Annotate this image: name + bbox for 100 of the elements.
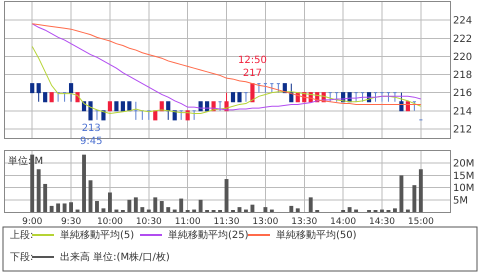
candlestick <box>230 92 236 102</box>
bar <box>69 202 74 212</box>
y-tick-label: 224 <box>453 16 472 27</box>
annotation: 12:50 217 <box>238 55 267 79</box>
bar <box>263 207 268 212</box>
bar <box>43 184 48 212</box>
bar <box>179 198 184 212</box>
bar <box>127 200 132 212</box>
line-series <box>32 46 422 114</box>
y-tick-label: 218 <box>453 70 472 82</box>
legend-title: 下段: <box>10 251 34 263</box>
bar <box>160 201 164 212</box>
x-tick-label: 11:00 <box>174 216 201 227</box>
candlestick <box>62 92 67 102</box>
x-tick-label: 15:00 <box>408 216 434 227</box>
bar <box>82 154 86 212</box>
candlestick <box>218 101 222 112</box>
candlestick <box>36 83 41 102</box>
bar <box>140 207 144 212</box>
candlestick <box>56 92 60 102</box>
bar <box>348 207 352 212</box>
candlestick <box>30 83 34 94</box>
annotation: 単位: M <box>8 155 44 167</box>
bar <box>224 179 228 212</box>
x-tick-label: 9:30 <box>60 216 82 227</box>
bar <box>95 201 99 212</box>
candlestick <box>380 92 384 102</box>
y-tick-label: 216 <box>453 88 472 100</box>
bar <box>36 169 41 212</box>
candlestick <box>68 83 74 102</box>
candlestick <box>289 83 294 102</box>
bar <box>56 203 60 212</box>
y-tick-label: 220 <box>453 52 472 63</box>
candlestick <box>399 92 404 112</box>
legend-label: 出来高 単位:(M株/口/枚) <box>60 251 170 263</box>
bar <box>289 206 294 212</box>
candlestick <box>373 92 378 102</box>
candlestick <box>94 110 100 120</box>
candlestick <box>146 110 151 120</box>
candlestick <box>108 101 112 112</box>
y-tick-label: 222 <box>453 34 472 45</box>
x-tick-label: 14:00 <box>330 216 356 227</box>
x-tick-label: 13:00 <box>252 216 279 227</box>
candlestick <box>192 110 196 120</box>
candlestick <box>134 101 138 120</box>
bar <box>238 207 242 212</box>
candlestick <box>263 83 268 94</box>
legend-label: 単純移動平均(50) <box>276 229 357 241</box>
bar <box>88 180 92 212</box>
bar <box>102 208 106 212</box>
candlestick <box>270 83 274 94</box>
annotation: 213 9:45 <box>80 123 102 147</box>
bar <box>108 192 112 212</box>
legend-title: 上段: <box>10 229 34 241</box>
candlestick <box>354 92 358 102</box>
candlestick <box>50 92 54 102</box>
bar <box>393 208 397 212</box>
x-tick-label: 9:00 <box>22 216 43 227</box>
bar <box>30 154 34 212</box>
candlestick <box>43 92 48 102</box>
y-tick-label: 20M <box>453 158 474 170</box>
candlestick <box>160 101 164 112</box>
x-tick-label: 10:30 <box>136 216 162 227</box>
candlestick <box>386 92 391 102</box>
x-tick-label: 13:30 <box>291 216 318 227</box>
bar <box>418 169 423 212</box>
candlestick <box>360 92 365 102</box>
candlestick <box>153 110 158 120</box>
y-tick-label: 15M <box>453 170 474 182</box>
candlestick <box>392 92 398 102</box>
bar <box>412 185 416 212</box>
legend-label: 単純移動平均(5) <box>60 229 134 241</box>
candlestick <box>276 83 280 94</box>
candlestick <box>88 101 93 120</box>
candlestick <box>328 92 332 102</box>
y-tick-label: 214 <box>453 106 472 118</box>
candlestick <box>412 101 416 112</box>
candlestick <box>179 110 184 120</box>
candlestick <box>114 101 118 112</box>
candlestick <box>244 92 248 102</box>
bar <box>62 203 67 212</box>
bar <box>134 197 138 212</box>
y-tick-label: 10M <box>453 183 474 194</box>
candlestick <box>120 101 125 112</box>
bar <box>166 207 170 212</box>
x-tick-label: 11:30 <box>214 216 240 227</box>
candlestick <box>256 83 261 94</box>
y-tick-label: 212 <box>453 124 472 136</box>
x-tick-label: 10:00 <box>96 216 124 227</box>
y-tick-label: 5M <box>453 195 468 206</box>
x-tick-label: 14:30 <box>369 216 396 227</box>
candlestick <box>334 92 339 102</box>
candlestick <box>186 110 190 120</box>
bar <box>50 206 54 212</box>
bar <box>198 200 203 212</box>
legend-label: 単純移動平均(25) <box>168 229 249 241</box>
candlestick <box>237 92 242 102</box>
bar <box>250 204 254 212</box>
bar <box>399 175 404 212</box>
candlestick <box>166 101 170 120</box>
